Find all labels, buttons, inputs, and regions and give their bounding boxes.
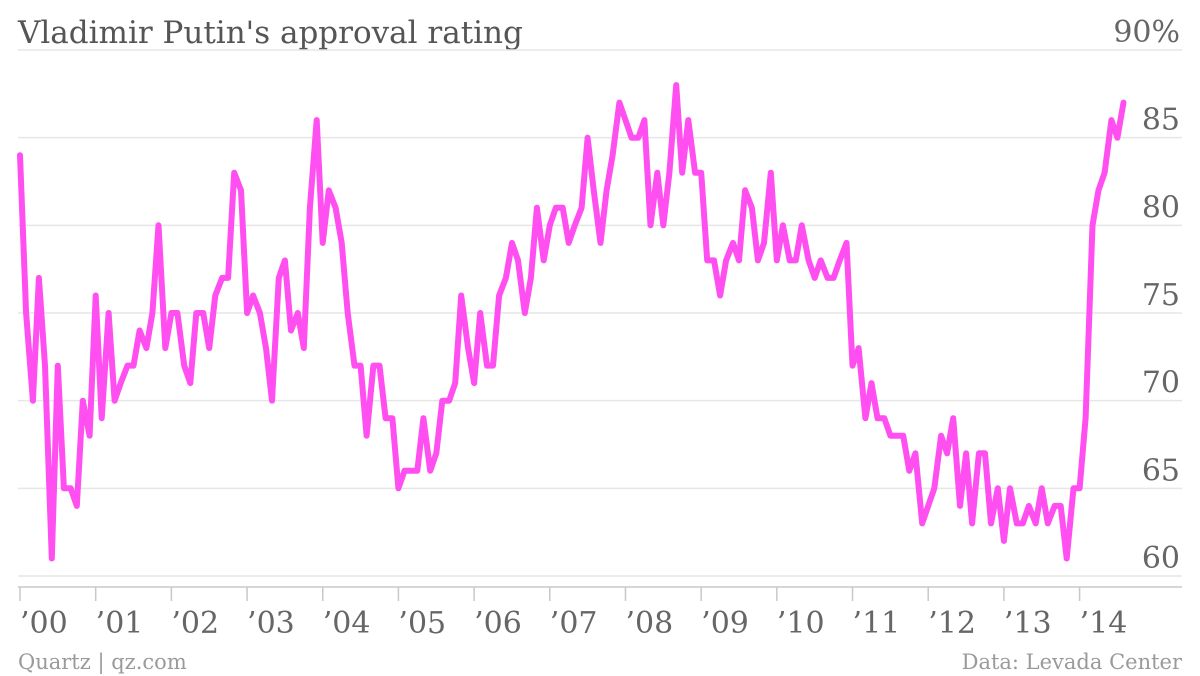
x-tick-label: ’06 [474,606,522,641]
x-tick-label: ’12 [928,606,976,641]
x-axis-labels: ’00 ’01 ’02 ’03 ’04 ’05 ’06 ’07 ’08 ’09 ’10 ’11 ’12 ’… [20,606,1127,641]
x-tick-label: ’13 [1004,606,1052,641]
x-tick-label: ’08 [625,606,673,641]
y-tick-label: 80 [1142,190,1180,225]
x-tick-label: ’14 [1080,606,1128,641]
y-tick-label: 70 [1142,366,1180,401]
x-tick-label: ’10 [777,606,825,641]
x-tick-label: ’00 [20,606,68,641]
x-tick-label: ’02 [171,606,219,641]
chart-title: Vladimir Putin's approval rating [17,15,523,51]
x-tick-label: ’07 [550,606,598,641]
x-tick-label: ’09 [701,606,749,641]
y-tick-label: 85 [1142,103,1180,138]
y-tick-label: 90% [1113,15,1180,50]
x-tick-label: ’04 [323,606,371,641]
x-tick-label: ’11 [853,606,901,641]
y-axis-labels: 90% 85 80 75 70 65 60 [1113,15,1180,576]
source-credit: Quartz | qz.com [18,650,187,675]
y-tick-label: 65 [1142,453,1180,488]
x-axis-ticks [19,587,1081,601]
x-tick-label: ’03 [247,606,295,641]
x-tick-label: ’01 [96,606,144,641]
data-source: Data: Levada Center [962,650,1183,674]
x-tick-label: ’05 [398,606,446,641]
y-tick-label: 60 [1142,541,1180,576]
y-tick-label: 75 [1142,278,1180,313]
series-line [17,82,1127,562]
